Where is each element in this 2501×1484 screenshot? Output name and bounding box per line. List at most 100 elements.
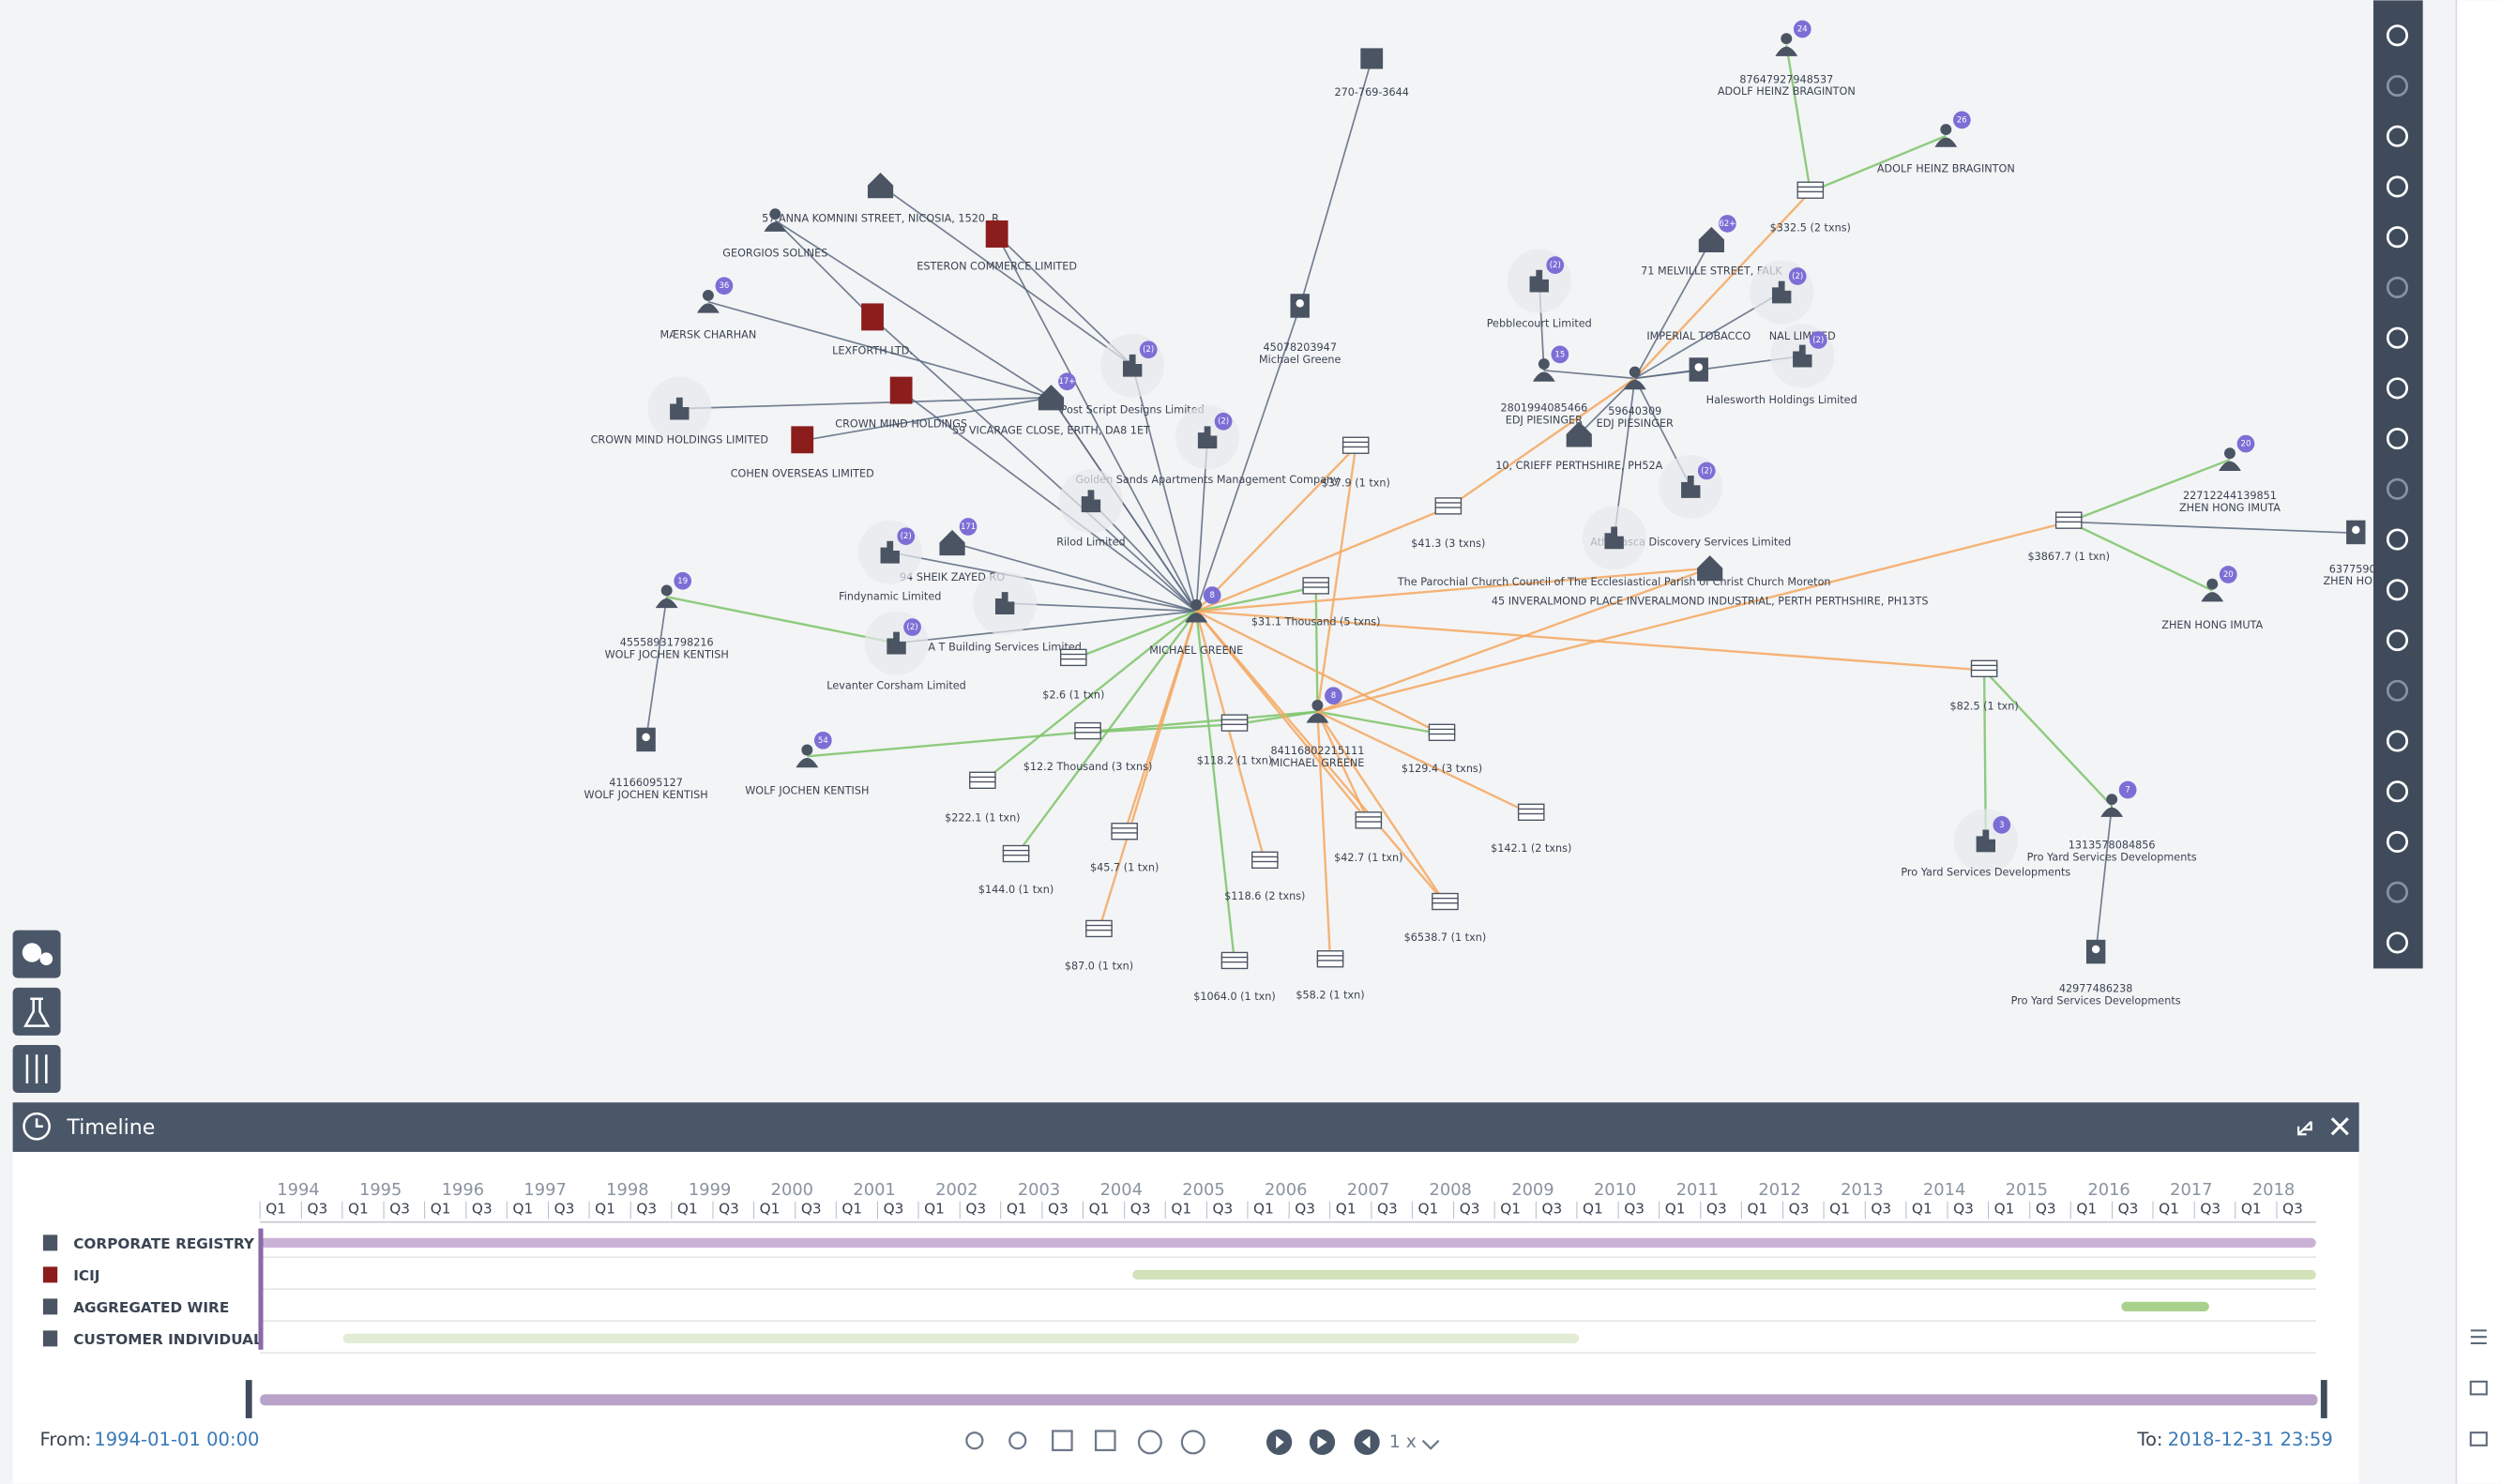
- node[interactable]: $144.0 (1 txn): [978, 844, 1053, 897]
- node[interactable]: $41.3 (3 txns): [1411, 497, 1485, 550]
- node[interactable]: 94 SHEIK ZAYED RO 171: [900, 518, 1005, 583]
- tool-button[interactable]: [2386, 528, 2409, 551]
- node[interactable]: Findynamic Limited (2): [839, 520, 941, 603]
- speed-dropdown[interactable]: [1421, 1439, 1440, 1450]
- node[interactable]: IMPERIAL TOBACCO: [1646, 330, 1751, 382]
- tool-button[interactable]: [2386, 74, 2409, 98]
- node[interactable]: 59 VICARAGE CLOSE, ERITH, DA8 1ET 17+: [952, 372, 1150, 436]
- node-label: 42977486238: [2059, 983, 2133, 995]
- node[interactable]: ADOLF HEINZ BRAGINTON 26: [1877, 111, 2015, 175]
- node-label: GEORGIOS SOLINES: [722, 248, 827, 260]
- tool-button[interactable]: [2386, 377, 2409, 400]
- tool-button[interactable]: [2386, 679, 2409, 702]
- tool-button[interactable]: [2386, 780, 2409, 803]
- badge-label: (2): [1812, 336, 1824, 345]
- menu-icon[interactable]: [2470, 1329, 2487, 1345]
- close-button[interactable]: [2330, 1117, 2349, 1136]
- node[interactable]: MICHAEL GREENE 8: [1149, 586, 1243, 657]
- fit[interactable]: [1052, 1430, 1073, 1452]
- node[interactable]: MÆRSK CHARHAN 36: [660, 277, 757, 341]
- node[interactable]: A T Building Services Limited: [928, 571, 1082, 654]
- node[interactable]: $129.4 (3 txns): [1402, 723, 1482, 775]
- node[interactable]: $142.1 (2 txns): [1491, 803, 1571, 855]
- side-icon[interactable]: [2469, 1380, 2488, 1396]
- forward[interactable]: [1180, 1430, 1205, 1455]
- tool-button[interactable]: [2386, 477, 2409, 500]
- node[interactable]: $2.6 (1 txn): [1042, 648, 1104, 702]
- node[interactable]: $37.9 (1 txn): [1322, 436, 1390, 490]
- node[interactable]: 71 MELVILLE STREET, FALK 62+: [1641, 215, 1782, 277]
- tool-button[interactable]: [2386, 730, 2409, 752]
- node[interactable]: Halesworth Holdings Limited (2): [1706, 260, 1857, 407]
- node[interactable]: Pebblecourt Limited (2): [1487, 249, 1592, 330]
- fit-range[interactable]: [1094, 1430, 1116, 1452]
- range-handle[interactable]: [2320, 1380, 2327, 1418]
- tool-button[interactable]: [2386, 428, 2409, 450]
- edge: [1195, 611, 1266, 862]
- node[interactable]: $45.7 (1 txn): [1090, 823, 1159, 874]
- range-handle[interactable]: [245, 1380, 252, 1418]
- side-icon[interactable]: [2469, 1431, 2488, 1446]
- node[interactable]: $332.5 (2 txns): [1770, 181, 1851, 235]
- node[interactable]: 45 INVERALMOND PLACE INVERALMOND INDUSTR…: [1492, 555, 1929, 607]
- tool-button[interactable]: [2386, 125, 2409, 147]
- button[interactable]: [12, 987, 61, 1036]
- zoom-out[interactable]: [1008, 1431, 1027, 1450]
- node[interactable]: Golden Sands Apartments Management Compa…: [1075, 405, 1340, 486]
- node[interactable]: CROWN MIND HOLDINGS LIMITED: [591, 376, 768, 447]
- tool-button[interactable]: [2386, 830, 2409, 853]
- node[interactable]: WOLF JOCHEN KENTISH 54: [745, 731, 869, 797]
- node[interactable]: Post Script Designs Limited (2): [1061, 333, 1205, 416]
- node[interactable]: $42.7 (1 txn): [1334, 811, 1402, 864]
- node[interactable]: $87.0 (1 txn): [1065, 919, 1133, 973]
- tool-button[interactable]: [2386, 175, 2409, 198]
- tool-button[interactable]: [2386, 276, 2409, 298]
- tool-button[interactable]: [2386, 931, 2409, 954]
- node[interactable]: Levanter Corsham Limited (2): [826, 611, 966, 692]
- tool-button[interactable]: [2386, 326, 2409, 349]
- node[interactable]: $6538.7 (1 txn): [1404, 892, 1487, 945]
- zoom-in[interactable]: [965, 1431, 984, 1450]
- speed[interactable]: 1 x: [1389, 1432, 1417, 1452]
- node[interactable]: $118.2 (1 txn): [1197, 714, 1272, 766]
- node[interactable]: LEXFORTH LTD.: [832, 303, 913, 356]
- node[interactable]: ESTERON COMMERCE LIMITED: [917, 220, 1077, 272]
- collapse-button[interactable]: [2296, 1120, 2312, 1136]
- node[interactable]: 57 ANNA KOMNINI STREET, NICOSIA, 1520, R: [762, 173, 999, 224]
- node[interactable]: 270-769-3644: [1334, 48, 1409, 98]
- tool-button[interactable]: [2386, 881, 2409, 903]
- node[interactable]: Rilod Limited: [1056, 469, 1126, 548]
- node[interactable]: $82.5 (1 txn): [1949, 659, 2019, 713]
- tool-button[interactable]: [2386, 628, 2409, 652]
- node[interactable]: COHEN OVERSEAS LIMITED: [731, 426, 874, 479]
- node[interactable]: 10, CRIEFF PERTHSHIRE, PH52A: [1495, 421, 1663, 472]
- node[interactable]: CROWN MIND HOLDINGS: [835, 376, 967, 431]
- node[interactable]: $118.6 (2 txns): [1224, 851, 1305, 902]
- tool-button[interactable]: [2386, 579, 2409, 601]
- node[interactable]: $12.2 Thousand (3 txns): [1023, 721, 1153, 774]
- node[interactable]: $3867.7 (1 txn): [2027, 511, 2110, 563]
- node[interactable]: NAL LIMITED(2): [1769, 324, 1836, 388]
- tool-button[interactable]: [2386, 226, 2409, 249]
- node[interactable]: $1064.0 (1 txn): [1193, 951, 1276, 1003]
- node[interactable]: GEORGIOS SOLINES: [722, 208, 827, 260]
- node[interactable]: $31.1 Thousand (5 txns): [1251, 577, 1381, 628]
- node[interactable]: $58.2 (1 txn): [1296, 950, 1365, 1002]
- node[interactable]: $222.1 (1 txn): [945, 771, 1021, 825]
- back[interactable]: [1137, 1430, 1162, 1455]
- tool-button[interactable]: [2386, 24, 2409, 47]
- node[interactable]: ZHEN HONG IMUTA 20: [2161, 566, 2264, 631]
- node[interactable]: Pro Yard Services Developments 3: [1901, 809, 2070, 878]
- quarter-label: Q3: [1048, 1201, 1069, 1218]
